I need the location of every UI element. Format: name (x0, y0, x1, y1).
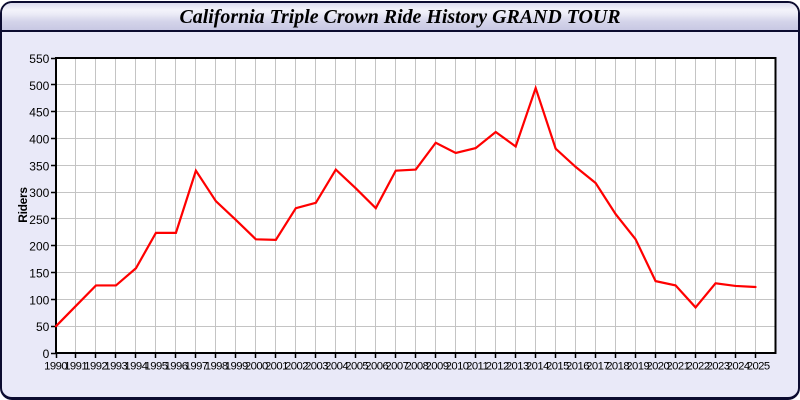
svg-text:350: 350 (29, 159, 49, 173)
svg-text:500: 500 (29, 79, 49, 93)
svg-text:2007: 2007 (385, 360, 408, 372)
svg-text:2003: 2003 (305, 360, 328, 372)
svg-text:2022: 2022 (687, 360, 710, 372)
svg-text:2025: 2025 (747, 360, 770, 372)
svg-text:2016: 2016 (566, 360, 589, 372)
svg-text:100: 100 (29, 293, 49, 307)
svg-text:1997: 1997 (185, 360, 208, 372)
svg-text:2001: 2001 (265, 360, 288, 372)
svg-text:1990: 1990 (44, 360, 67, 372)
svg-text:550: 550 (29, 52, 49, 66)
svg-text:2014: 2014 (526, 360, 549, 372)
svg-text:2005: 2005 (345, 360, 368, 372)
svg-text:2004: 2004 (325, 360, 348, 372)
svg-text:2010: 2010 (446, 360, 469, 372)
svg-text:1999: 1999 (225, 360, 248, 372)
svg-text:1993: 1993 (104, 360, 127, 372)
svg-text:2009: 2009 (426, 360, 449, 372)
svg-text:200: 200 (29, 240, 49, 254)
svg-text:2019: 2019 (626, 360, 649, 372)
svg-text:1995: 1995 (145, 360, 168, 372)
svg-text:1991: 1991 (64, 360, 87, 372)
svg-text:400: 400 (29, 132, 49, 146)
svg-text:150: 150 (29, 267, 49, 281)
svg-text:1996: 1996 (165, 360, 188, 372)
svg-text:2023: 2023 (707, 360, 730, 372)
svg-text:250: 250 (29, 213, 49, 227)
svg-text:2013: 2013 (506, 360, 529, 372)
svg-text:2015: 2015 (546, 360, 569, 372)
svg-text:2006: 2006 (365, 360, 388, 372)
svg-text:2008: 2008 (405, 360, 428, 372)
svg-text:2021: 2021 (666, 360, 689, 372)
svg-text:2024: 2024 (727, 360, 750, 372)
svg-text:2002: 2002 (285, 360, 308, 372)
svg-text:1998: 1998 (205, 360, 228, 372)
svg-text:2017: 2017 (586, 360, 609, 372)
svg-text:300: 300 (29, 186, 49, 200)
svg-text:450: 450 (29, 106, 49, 120)
svg-text:1992: 1992 (84, 360, 107, 372)
svg-text:1994: 1994 (124, 360, 147, 372)
svg-text:2011: 2011 (466, 360, 488, 372)
svg-text:2018: 2018 (606, 360, 629, 372)
svg-text:2012: 2012 (486, 360, 509, 372)
svg-text:50: 50 (36, 320, 50, 334)
svg-text:Riders: Riders (16, 187, 30, 223)
svg-text:0: 0 (43, 347, 50, 361)
svg-text:2020: 2020 (646, 360, 669, 372)
svg-text:2000: 2000 (245, 360, 268, 372)
